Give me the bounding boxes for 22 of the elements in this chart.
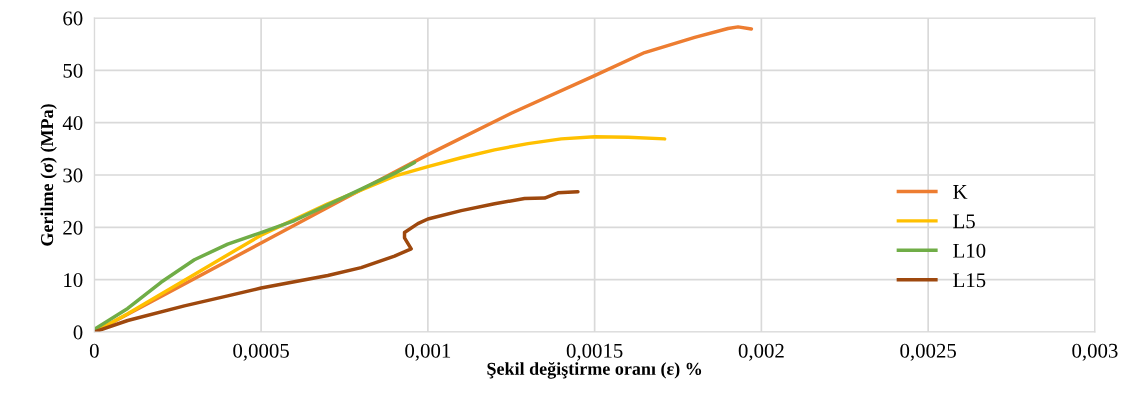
x-tick-label: 0,0015	[566, 343, 623, 361]
x-axis-title: Şekil değiştirme oranı (ε) %	[487, 362, 702, 379]
y-tick-label: 10	[64, 273, 83, 288]
x-tick-label: 0,0025	[900, 343, 956, 361]
y-axis-title: Gerilme (σ) (MPa)	[40, 104, 57, 246]
line-series	[94, 160, 417, 332]
x-tick-label: 0,0005	[233, 343, 289, 361]
legend-label: K	[953, 185, 968, 199]
y-tick-label: 60	[63, 11, 83, 26]
y-tick-label: 40	[62, 116, 83, 131]
line-series	[94, 190, 580, 332]
y-tick-label: 50	[63, 63, 83, 78]
y-tick-label: 0	[73, 325, 83, 340]
legend-label: L15	[953, 273, 986, 288]
x-tick-label: 0	[89, 343, 99, 358]
x-tick-label: 0,003	[1072, 343, 1118, 361]
y-tick-label: 20	[63, 220, 83, 235]
x-tick-label: 0,001	[405, 343, 451, 361]
legend-label: L10	[953, 243, 986, 258]
legend-label: L5	[953, 214, 975, 229]
y-tick-label: 30	[63, 168, 83, 183]
x-tick-label: 0,002	[738, 343, 784, 361]
